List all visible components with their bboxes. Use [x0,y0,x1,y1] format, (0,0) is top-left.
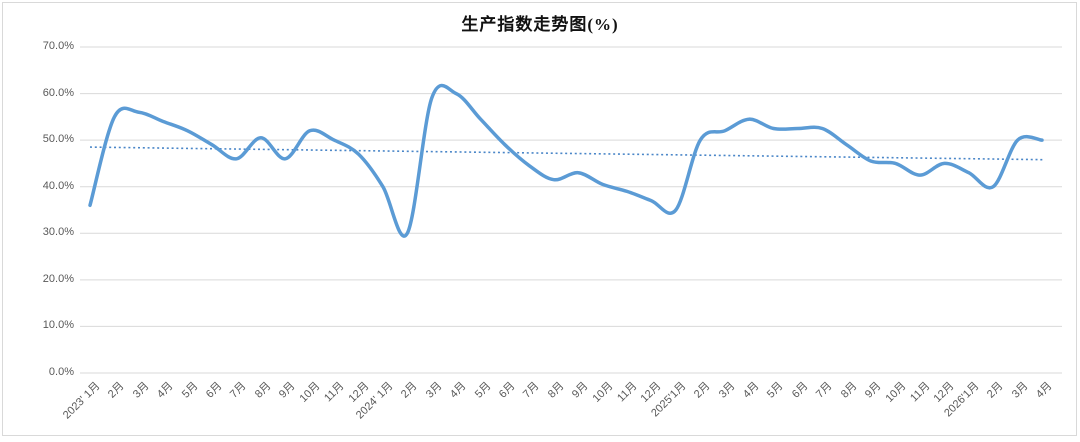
y-axis-tick-label: 40.0% [42,179,74,192]
y-axis-tick-label: 20.0% [42,272,74,285]
y-axis-tick-label: 10.0% [42,319,74,332]
y-axis-tick-label: 0.0% [48,366,74,378]
y-axis-tick-label: 30.0% [42,226,74,239]
chart-title: 生产指数走势图(%) [461,15,619,34]
gridlines [80,46,1062,374]
y-axis-tick-label: 50.0% [42,133,74,146]
y-axis-tick-label: 60.0% [42,86,74,99]
y-axis-tick-label: 70.0% [42,40,74,52]
series-line [88,83,1044,238]
